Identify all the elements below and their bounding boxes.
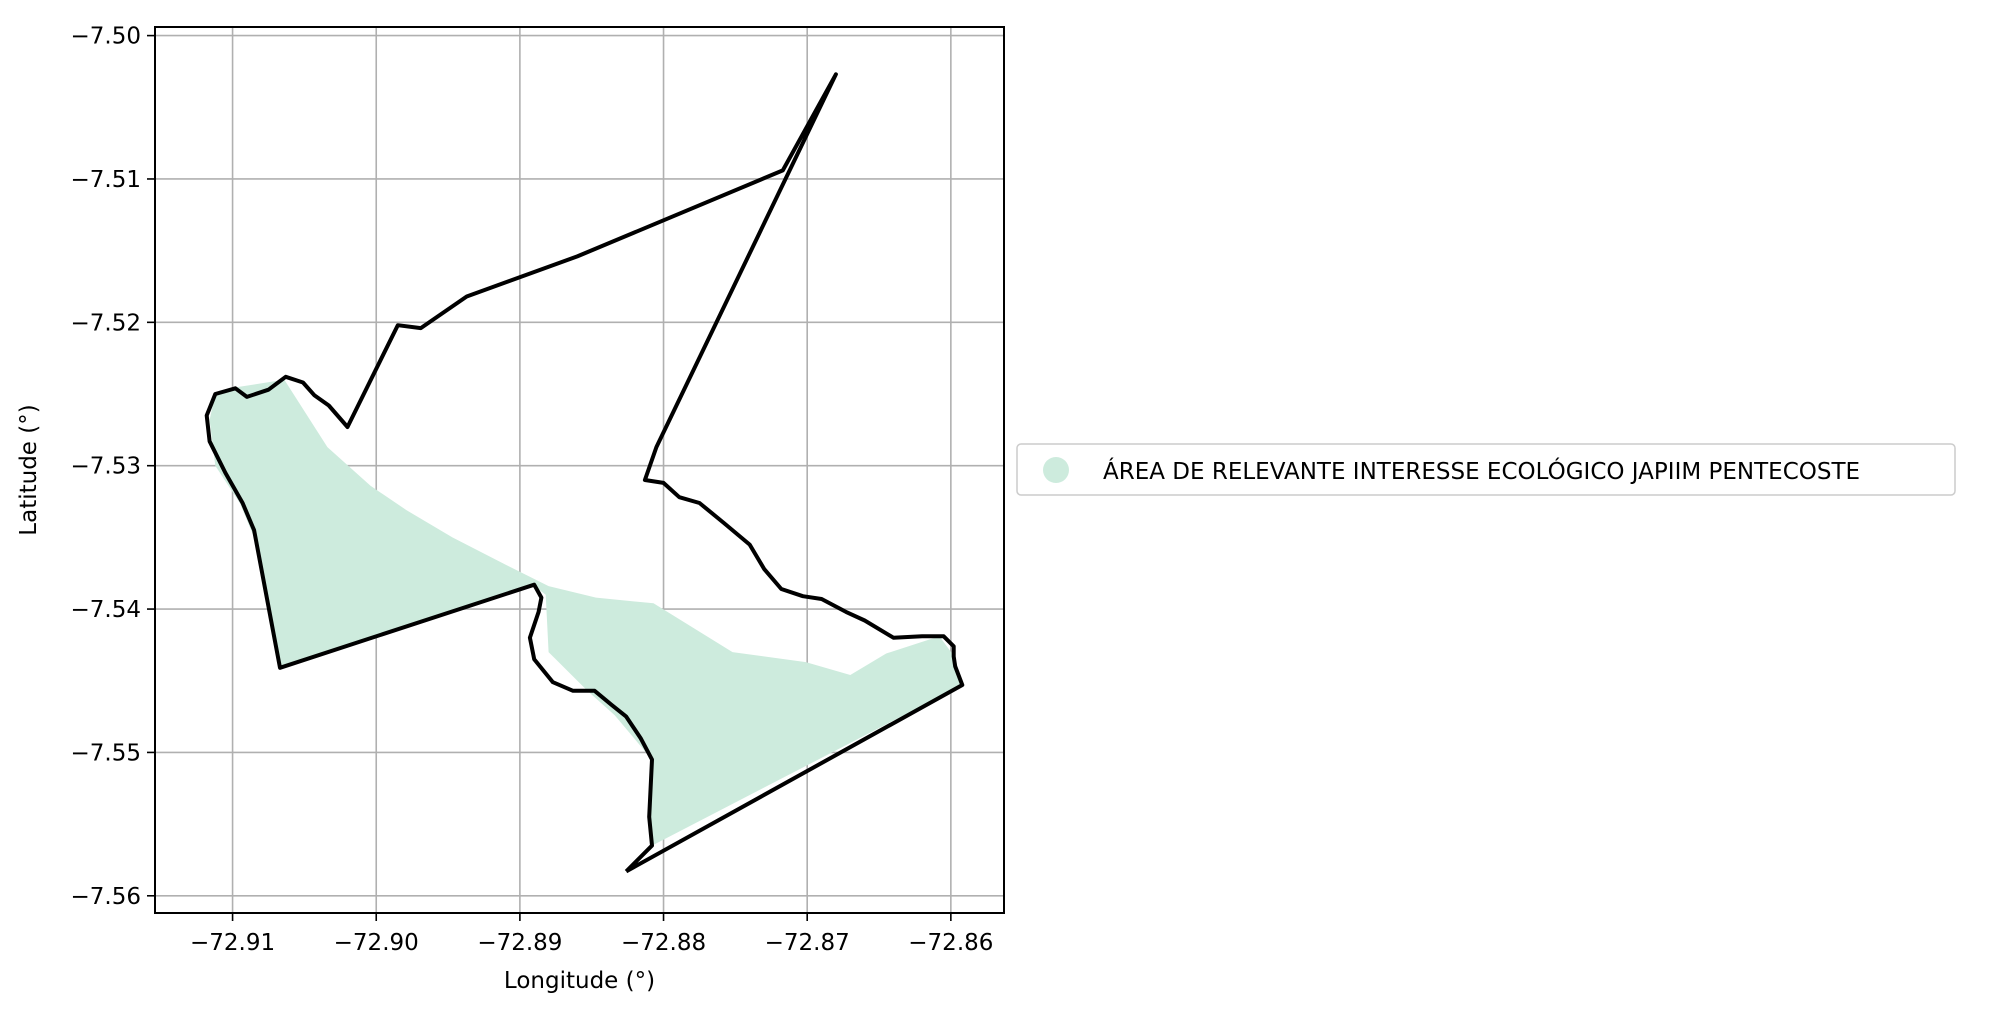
x-tick-label-1: −72.90	[334, 930, 419, 956]
x-tick-label-0: −72.91	[190, 930, 275, 956]
y-tick-label-3: −7.53	[71, 454, 141, 480]
y-tick-label-6: −7.56	[71, 884, 141, 910]
x-tick-label-4: −72.87	[765, 930, 850, 956]
y-tick-label-0: −7.50	[71, 24, 141, 50]
legend: ÁREA DE RELEVANTE INTERESSE ECOLÓGICO JA…	[1016, 443, 1956, 496]
y-tick-label-1: −7.51	[71, 167, 141, 193]
axes-frame	[154, 26, 1005, 914]
legend-box	[1016, 443, 1956, 496]
x-tick-label-2: −72.89	[477, 930, 562, 956]
y-tick-label-5: −7.55	[71, 740, 141, 766]
y-axis-label: Latitude (°)	[16, 404, 42, 535]
boundary-outline	[204, 72, 965, 874]
y-axis-ticks: −7.50 −7.51 −7.52 −7.53 −7.54 −7.55 −7.56	[71, 24, 155, 910]
x-tick-label-5: −72.86	[908, 930, 993, 956]
x-tick-label-3: −72.88	[621, 930, 706, 956]
legend-marker-circle-icon	[1043, 457, 1069, 483]
y-tick-label-2: −7.52	[71, 310, 141, 336]
x-axis-ticks: −72.91 −72.90 −72.89 −72.88 −72.87 −72.86	[190, 913, 993, 956]
plot-area	[154, 26, 1005, 914]
x-axis-label: Longitude (°)	[504, 968, 655, 994]
y-tick-label-4: −7.54	[71, 597, 141, 623]
ecological-area-fill	[209, 379, 963, 846]
legend-entry-label: ÁREA DE RELEVANTE INTERESSE ECOLÓGICO JA…	[1103, 457, 1860, 485]
